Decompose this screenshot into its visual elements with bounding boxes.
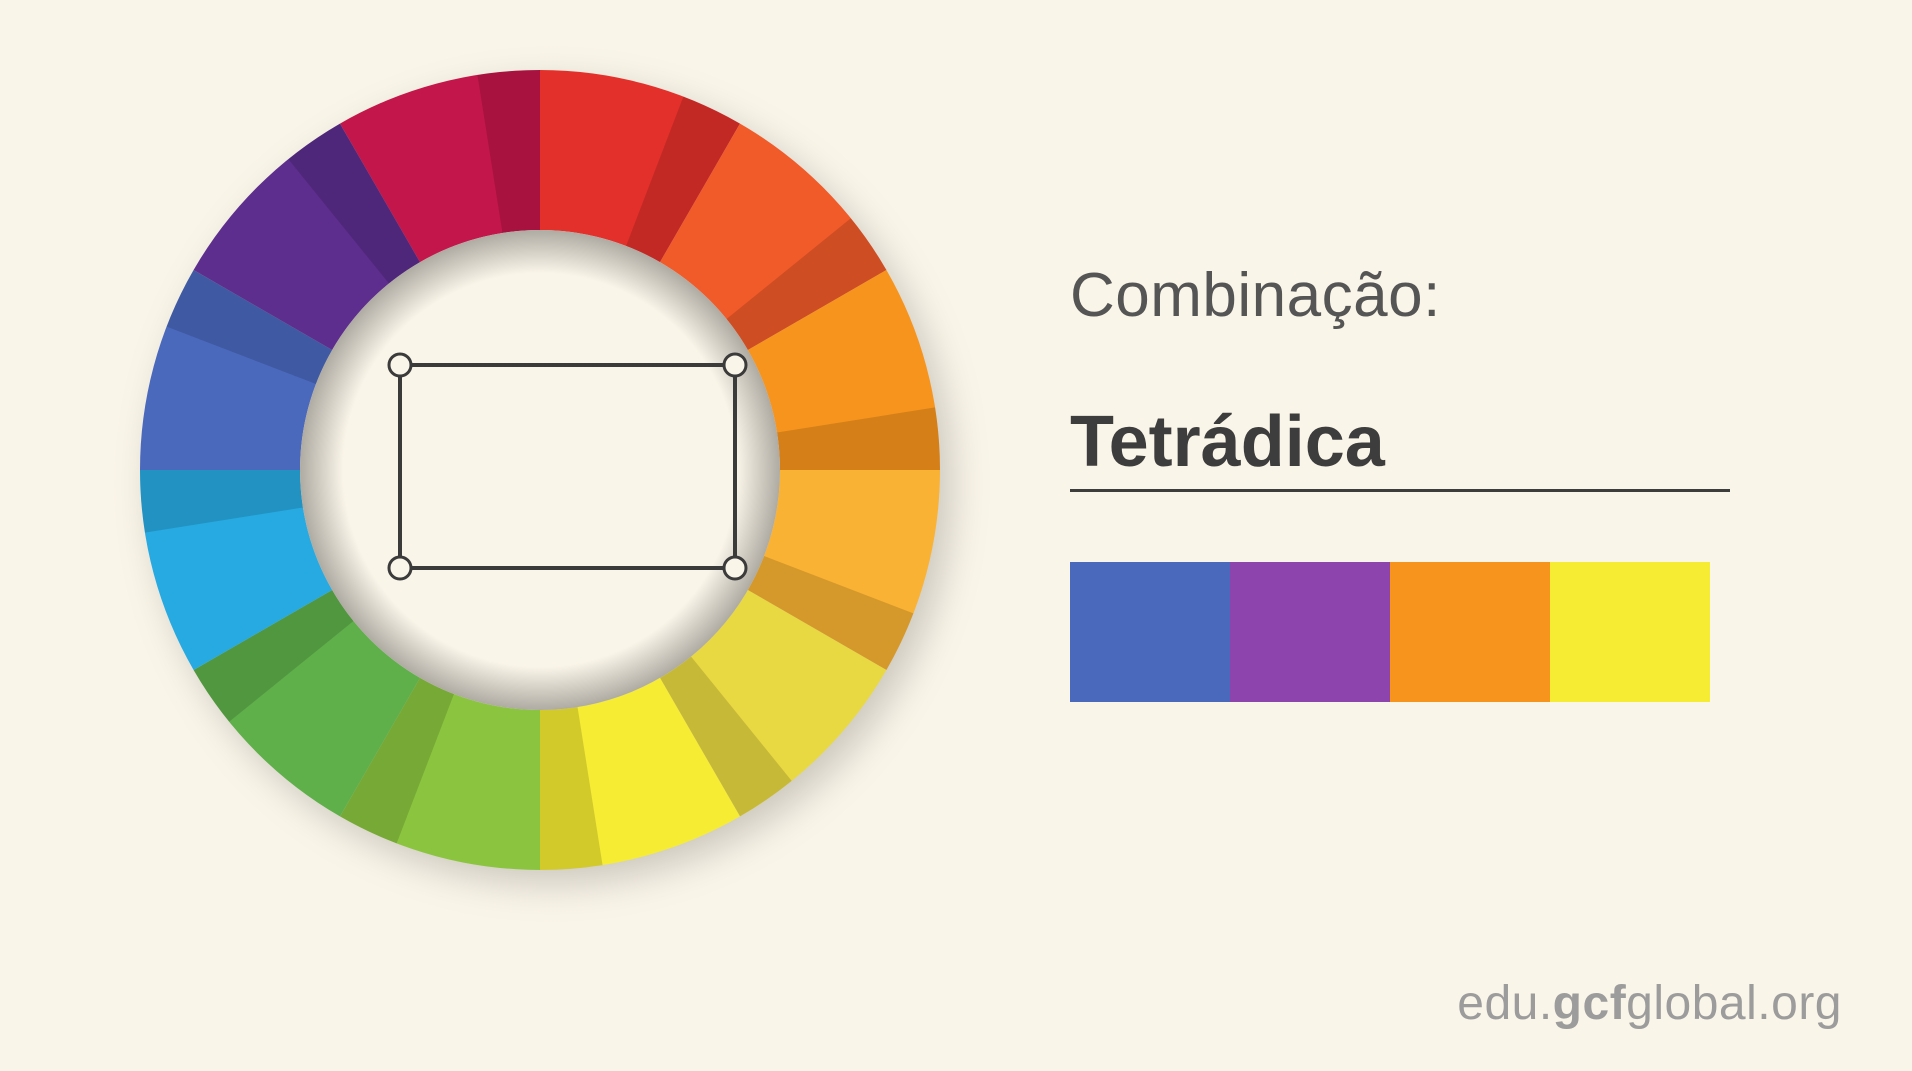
color-swatch: [1230, 562, 1390, 702]
infographic-stage: Combinação: Tetrádica edu.gcfglobal.org: [0, 0, 1912, 1071]
connector-node: [389, 354, 411, 376]
subtitle-label: Combinação:: [1070, 260, 1810, 331]
text-column: Combinação: Tetrádica: [1070, 260, 1810, 702]
credit-post: global.org: [1626, 977, 1842, 1030]
color-swatch: [1070, 562, 1230, 702]
color-swatch: [1390, 562, 1550, 702]
combination-title: Tetrádica: [1070, 401, 1730, 492]
credit-text: edu.gcfglobal.org: [1457, 976, 1842, 1031]
credit-bold: gcf: [1553, 977, 1627, 1030]
connector-node: [389, 557, 411, 579]
color-wheel-svg: [130, 60, 950, 880]
wheel-inner-shadow: [300, 230, 780, 710]
swatch-row: [1070, 562, 1710, 702]
color-wheel: [130, 60, 950, 880]
credit-pre: edu.: [1457, 977, 1552, 1030]
connector-node: [724, 354, 746, 376]
color-swatch: [1550, 562, 1710, 702]
connector-node: [724, 557, 746, 579]
